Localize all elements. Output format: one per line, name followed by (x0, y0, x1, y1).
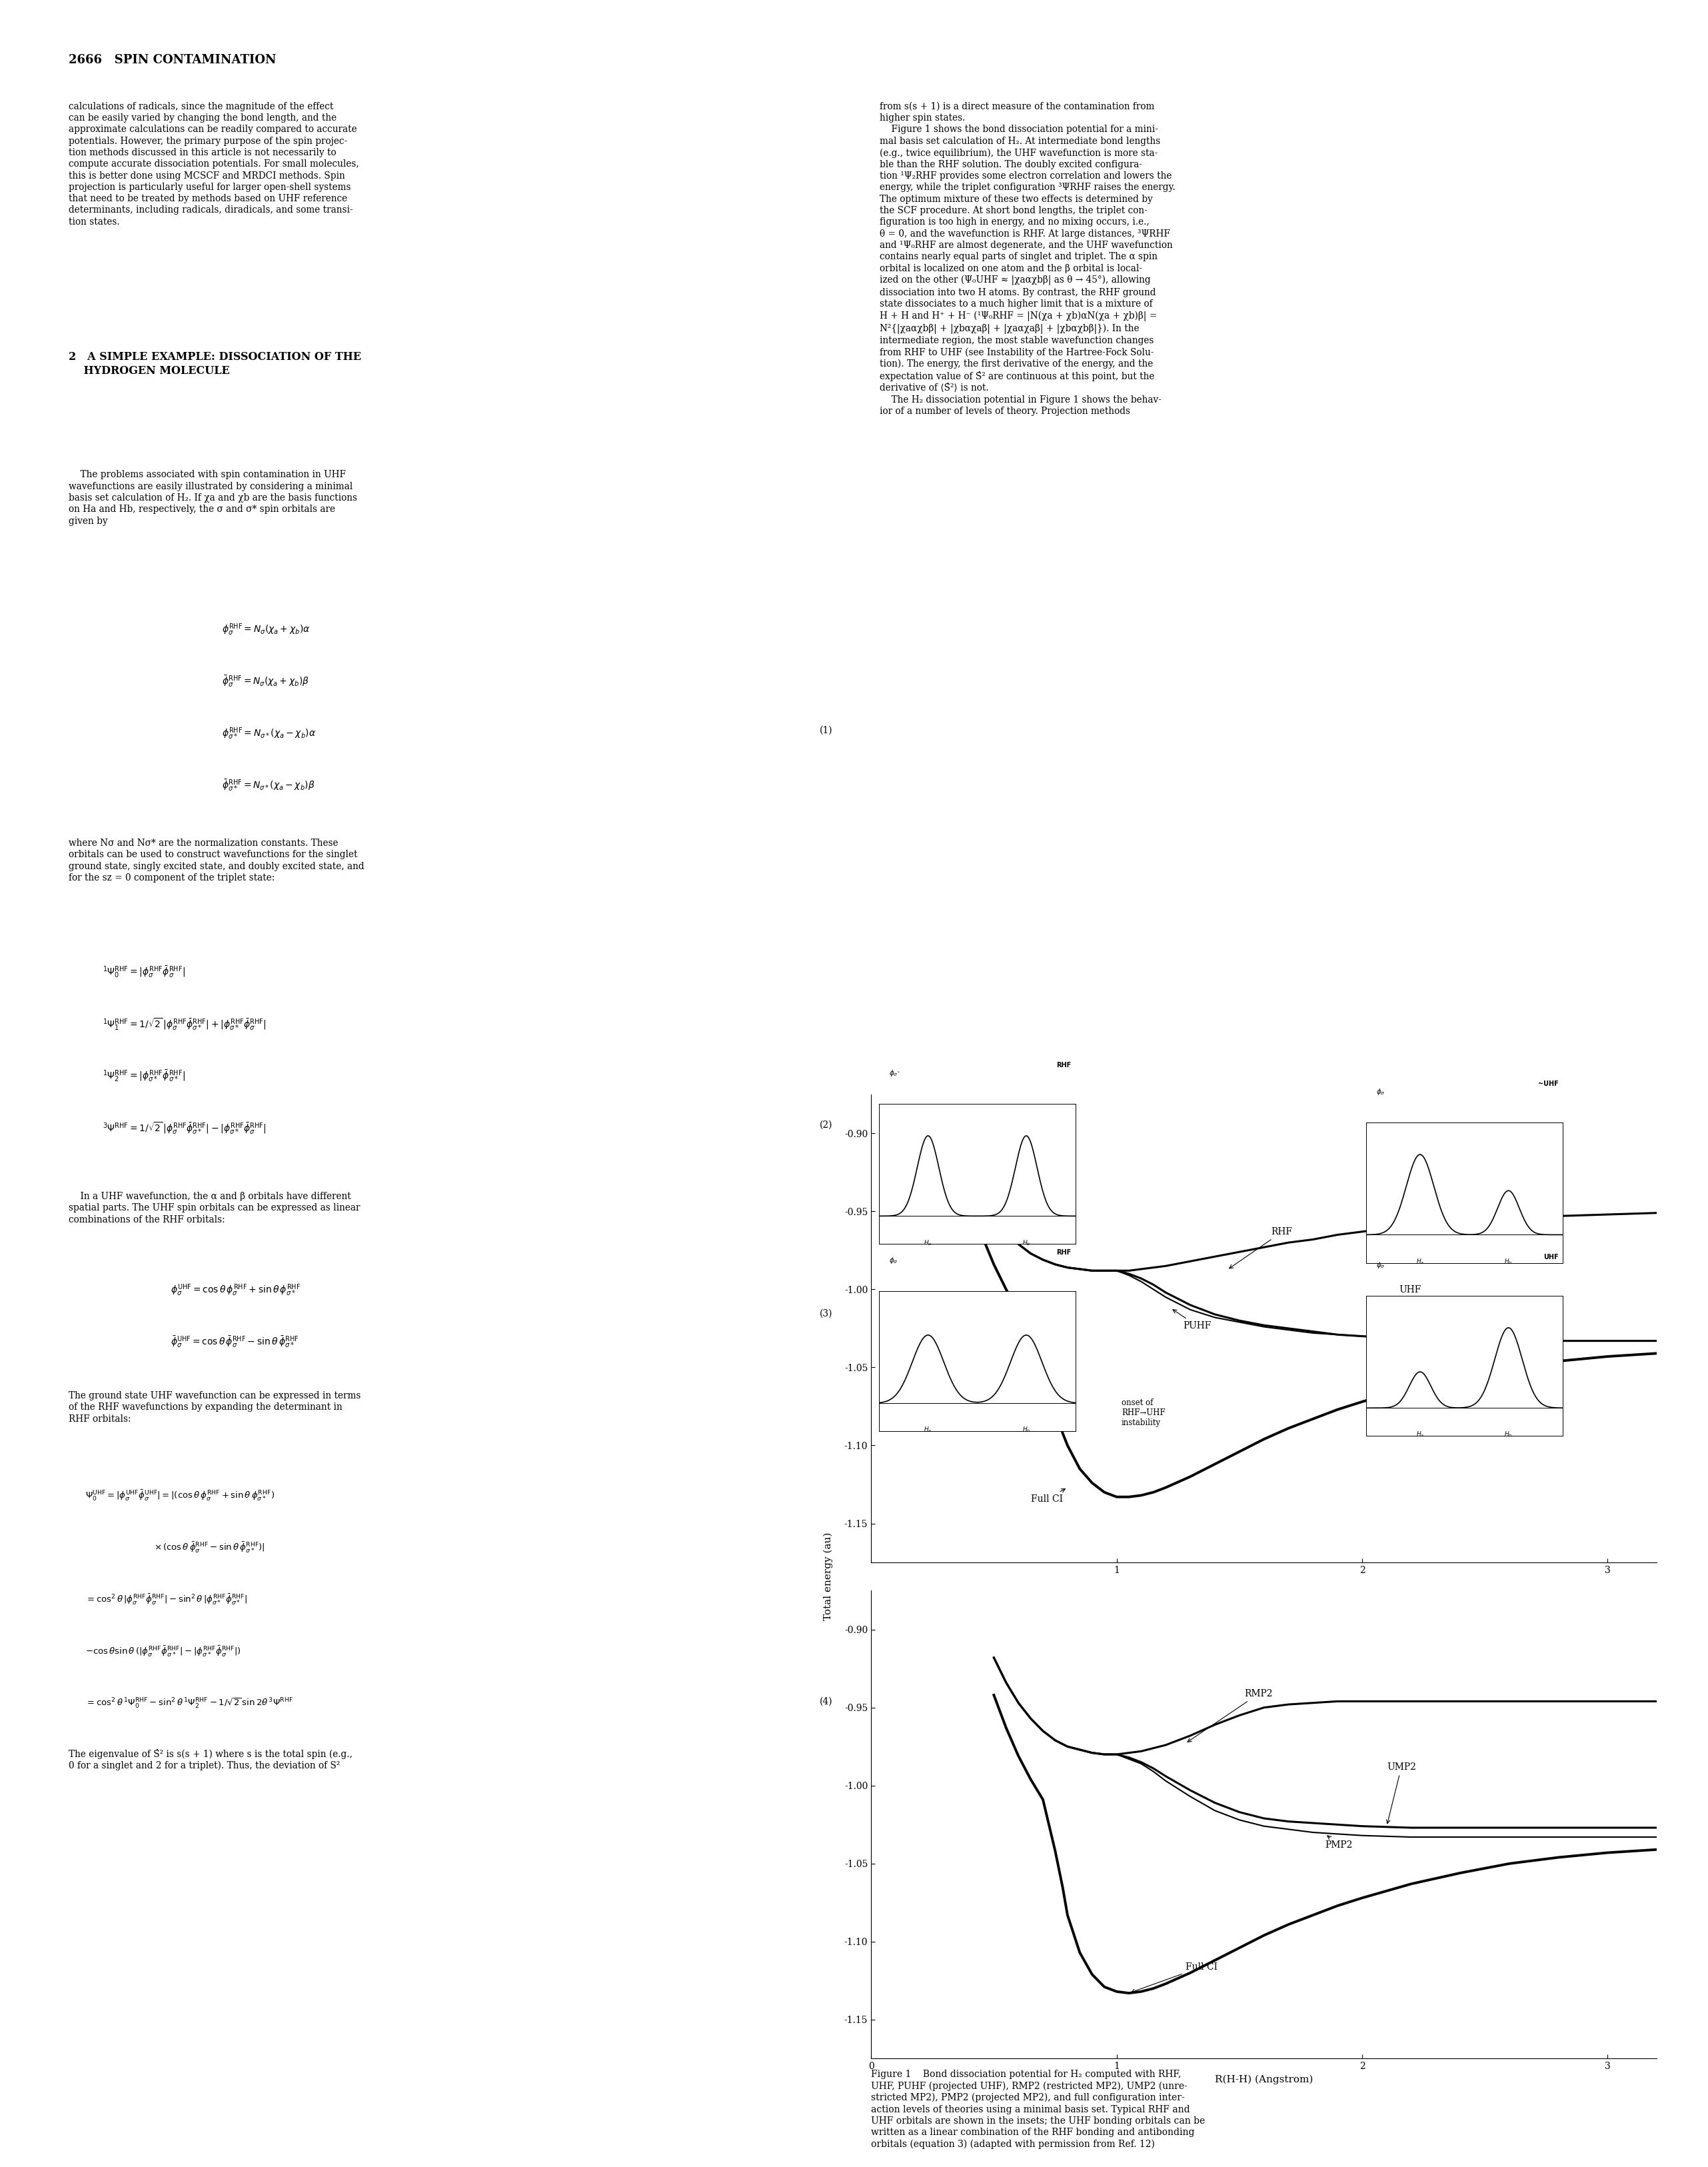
Text: 2666   SPIN CONTAMINATION: 2666 SPIN CONTAMINATION (68, 54, 277, 67)
Text: from s(s + 1) is a direct measure of the contamination from
higher spin states.
: from s(s + 1) is a direct measure of the… (880, 102, 1175, 416)
Text: $\bar\phi_{\sigma*}^{\rm RHF} = N_{\sigma*}(\chi_a - \chi_b)\beta$: $\bar\phi_{\sigma*}^{\rm RHF} = N_{\sigm… (222, 778, 314, 793)
Text: Full CI: Full CI (1131, 1963, 1218, 1994)
Text: RHF: RHF (1230, 1227, 1293, 1268)
Text: onset of
RHF→UHF
instability: onset of RHF→UHF instability (1122, 1398, 1165, 1428)
Text: In a UHF wavefunction, the α and β orbitals have different
spatial parts. The UH: In a UHF wavefunction, the α and β orbit… (68, 1192, 360, 1224)
Text: $\bar\phi_\sigma^{\rm UHF} = \cos\theta\,\bar\phi_\sigma^{\rm RHF} - \sin\theta\: $\bar\phi_\sigma^{\rm UHF} = \cos\theta\… (171, 1335, 299, 1350)
Text: Full CI: Full CI (1030, 1489, 1066, 1504)
Text: PMP2: PMP2 (1325, 1835, 1353, 1851)
Text: $\bar\phi_\sigma^{\rm RHF} = N_\sigma(\chi_a + \chi_b)\beta$: $\bar\phi_\sigma^{\rm RHF} = N_\sigma(\c… (222, 674, 309, 689)
Text: $\phi_\sigma^{\rm RHF} = N_\sigma(\chi_a + \chi_b)\alpha$: $\phi_\sigma^{\rm RHF} = N_\sigma(\chi_a… (222, 622, 311, 637)
Text: (4): (4) (820, 1697, 834, 1705)
Text: (1): (1) (820, 726, 834, 735)
Text: calculations of radicals, since the magnitude of the effect
can be easily varied: calculations of radicals, since the magn… (68, 102, 359, 228)
Text: ${}^1\Psi_1^{\rm RHF} = 1/\sqrt{2}\,|\phi_\sigma^{\rm RHF}\bar\phi_{\sigma*}^{\r: ${}^1\Psi_1^{\rm RHF} = 1/\sqrt{2}\,|\ph… (102, 1016, 266, 1031)
Text: Total energy (au): Total energy (au) (823, 1532, 834, 1621)
Text: ${}^1\Psi_0^{\rm RHF} = |\phi_\sigma^{\rm RHF}\bar\phi_\sigma^{\rm RHF}|$: ${}^1\Psi_0^{\rm RHF} = |\phi_\sigma^{\r… (102, 964, 184, 979)
Text: $\times\,(\cos\theta\,\bar\phi_\sigma^{\rm RHF} - \sin\theta\,\bar\phi_{\sigma*}: $\times\,(\cos\theta\,\bar\phi_\sigma^{\… (154, 1541, 265, 1554)
Text: ${}^1\Psi_2^{\rm RHF} = |\phi_{\sigma*}^{\rm RHF}\bar\phi_{\sigma*}^{\rm RHF}|$: ${}^1\Psi_2^{\rm RHF} = |\phi_{\sigma*}^… (102, 1068, 184, 1084)
Text: 2   A SIMPLE EXAMPLE: DISSOCIATION OF THE
    HYDROGEN MOLECULE: 2 A SIMPLE EXAMPLE: DISSOCIATION OF THE … (68, 351, 360, 377)
Text: The eigenvalue of Ŝ² is s(s + 1) where s is the total spin (e.g.,
0 for a singl: The eigenvalue of Ŝ² is s(s + 1) where … (68, 1749, 352, 1770)
Text: $\phi_{\sigma*}^{\rm RHF} = N_{\sigma*}(\chi_a - \chi_b)\alpha$: $\phi_{\sigma*}^{\rm RHF} = N_{\sigma*}(… (222, 726, 316, 741)
Text: (2): (2) (820, 1120, 834, 1129)
X-axis label: R(H-H) (Angstrom): R(H-H) (Angstrom) (1214, 2076, 1313, 2085)
Text: The problems associated with spin contamination in UHF
wavefunctions are easily : The problems associated with spin contam… (68, 470, 357, 527)
Text: where Nσ and Nσ* are the normalization constants. These
orbitals can be used to : where Nσ and Nσ* are the normalization c… (68, 839, 364, 882)
Text: ${}^3\Psi^{\rm RHF} = 1/\sqrt{2}\,|\phi_\sigma^{\rm RHF}\bar\phi_{\sigma*}^{\rm : ${}^3\Psi^{\rm RHF} = 1/\sqrt{2}\,|\phi_… (102, 1120, 266, 1136)
Text: $= \cos^2\theta\,{}^1\Psi_0^{\rm RHF} - \sin^2\theta\,{}^1\Psi_2^{\rm RHF} - 1/\: $= \cos^2\theta\,{}^1\Psi_0^{\rm RHF} - … (85, 1697, 294, 1710)
Text: RMP2: RMP2 (1187, 1690, 1272, 1742)
Text: Figure 1    Bond dissociation potential for H₂ computed with RHF,
UHF, PUHF (pro: Figure 1 Bond dissociation potential for… (871, 2069, 1206, 2150)
Text: UHF: UHF (1399, 1285, 1421, 1337)
Text: $\Psi_0^{\rm UHF} = |\phi_\sigma^{\rm UHF}\bar\phi_\sigma^{\rm UHF}| = |(\cos\th: $\Psi_0^{\rm UHF} = |\phi_\sigma^{\rm UH… (85, 1489, 275, 1502)
Text: $\phi_\sigma^{\rm UHF} = \cos\theta\,\phi_\sigma^{\rm RHF} + \sin\theta\,\phi_{\: $\phi_\sigma^{\rm UHF} = \cos\theta\,\ph… (171, 1283, 301, 1298)
Text: (3): (3) (820, 1309, 834, 1318)
Text: PUHF: PUHF (1173, 1309, 1211, 1331)
Text: $= \cos^2\theta\,|\phi_\sigma^{\rm RHF}\bar\phi_\sigma^{\rm RHF}| - \sin^2\theta: $= \cos^2\theta\,|\phi_\sigma^{\rm RHF}\… (85, 1593, 248, 1606)
Text: UMP2: UMP2 (1387, 1762, 1416, 1825)
Text: $- \cos\theta\sin\theta\,(|\phi_\sigma^{\rm RHF}\bar\phi_{\sigma*}^{\rm RHF}| - : $- \cos\theta\sin\theta\,(|\phi_\sigma^{… (85, 1645, 241, 1658)
Text: The ground state UHF wavefunction can be expressed in terms
of the RHF wavefunct: The ground state UHF wavefunction can be… (68, 1391, 360, 1424)
